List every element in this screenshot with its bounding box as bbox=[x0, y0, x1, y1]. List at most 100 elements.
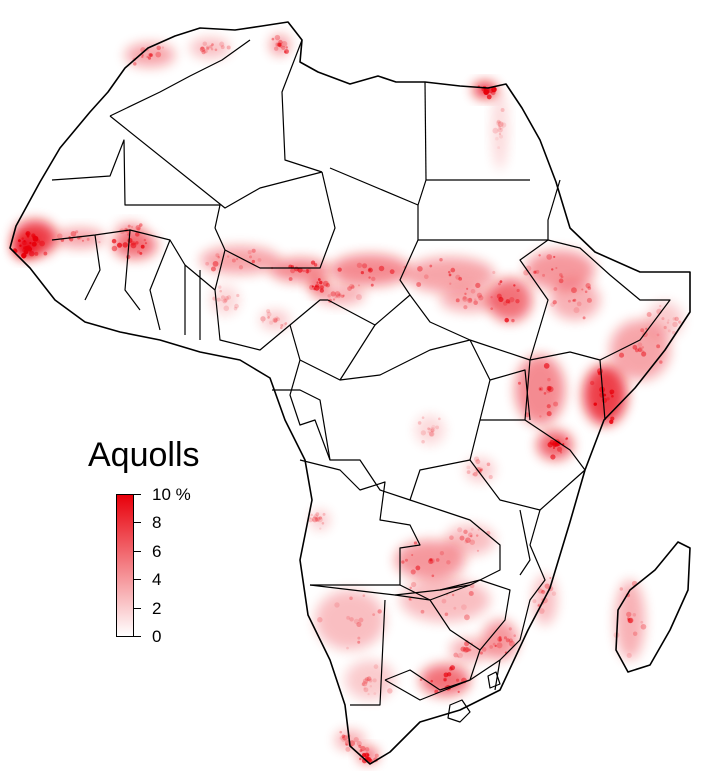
density-speck bbox=[541, 598, 544, 601]
density-speck bbox=[356, 262, 363, 268]
density-speck bbox=[334, 295, 338, 299]
density-speck bbox=[356, 741, 362, 747]
density-speck bbox=[663, 325, 667, 330]
density-speck bbox=[220, 299, 223, 302]
density-speck bbox=[429, 558, 433, 562]
density-speck bbox=[626, 652, 632, 659]
density-speck bbox=[513, 284, 516, 287]
density-speck bbox=[477, 528, 480, 531]
density-speck bbox=[641, 350, 645, 353]
density-speck bbox=[236, 293, 240, 298]
border-west-africa bbox=[51, 229, 216, 340]
density-speck bbox=[338, 293, 342, 297]
density-speck bbox=[484, 87, 491, 94]
density-speck bbox=[345, 743, 348, 746]
density-speck bbox=[627, 618, 631, 622]
density-speck bbox=[666, 321, 670, 324]
density-speck bbox=[357, 640, 361, 644]
density-speck bbox=[619, 587, 623, 591]
border-morocco-algeria bbox=[109, 39, 251, 117]
density-speck bbox=[409, 597, 413, 601]
density-speck bbox=[316, 281, 319, 284]
density-speck bbox=[361, 681, 368, 687]
density-speck bbox=[217, 255, 220, 259]
density-speck bbox=[275, 42, 280, 47]
density-speck bbox=[161, 46, 165, 49]
density-speck bbox=[349, 617, 354, 622]
density-speck bbox=[24, 245, 30, 251]
border-malawi bbox=[519, 509, 531, 576]
density-speck bbox=[462, 295, 467, 300]
density-patch bbox=[482, 620, 518, 660]
density-speck bbox=[149, 53, 154, 58]
density-speck bbox=[284, 322, 288, 325]
density-speck bbox=[272, 317, 278, 323]
density-speck bbox=[421, 416, 425, 419]
density-speck bbox=[492, 127, 499, 134]
density-patch bbox=[445, 525, 495, 555]
density-speck bbox=[572, 299, 575, 302]
density-speck bbox=[305, 269, 310, 274]
density-speck bbox=[417, 421, 422, 425]
density-patch bbox=[450, 638, 490, 662]
legend-color-bar bbox=[116, 494, 134, 637]
density-speck bbox=[546, 254, 553, 260]
density-speck bbox=[308, 517, 313, 523]
density-speck bbox=[626, 611, 632, 618]
density-speck bbox=[417, 266, 423, 272]
density-speck bbox=[322, 512, 326, 516]
density-patch bbox=[315, 590, 385, 650]
density-speck bbox=[435, 425, 440, 430]
density-speck bbox=[363, 687, 369, 693]
density-speck bbox=[584, 290, 588, 294]
density-speck bbox=[443, 677, 447, 682]
legend-tick-mark bbox=[134, 550, 141, 552]
density-speck bbox=[148, 53, 152, 57]
density-speck bbox=[261, 321, 264, 324]
density-speck bbox=[223, 305, 230, 312]
density-speck bbox=[551, 591, 557, 596]
density-speck bbox=[460, 646, 466, 652]
density-speck bbox=[447, 270, 451, 274]
density-speck bbox=[542, 273, 546, 277]
density-speck bbox=[458, 276, 463, 281]
density-speck bbox=[22, 256, 25, 259]
density-speck bbox=[489, 645, 493, 649]
density-speck bbox=[141, 54, 144, 57]
density-speck bbox=[34, 251, 39, 256]
density-speck bbox=[317, 278, 321, 281]
density-speck bbox=[219, 41, 225, 47]
density-speck bbox=[552, 300, 557, 305]
density-speck bbox=[449, 665, 456, 671]
density-speck bbox=[276, 317, 281, 322]
density-speck bbox=[494, 644, 497, 647]
density-speck bbox=[540, 589, 546, 595]
density-speck bbox=[659, 360, 663, 364]
density-speck bbox=[211, 43, 214, 46]
border-namibia-botswana bbox=[309, 584, 471, 706]
density-speck bbox=[474, 298, 477, 301]
density-speck bbox=[212, 260, 219, 267]
density-speck bbox=[543, 363, 550, 369]
density-speck bbox=[309, 516, 312, 519]
density-speck bbox=[457, 690, 460, 693]
density-speck bbox=[353, 736, 359, 743]
density-speck bbox=[472, 473, 475, 476]
density-speck bbox=[469, 645, 472, 648]
density-speck bbox=[435, 558, 440, 562]
density-patch bbox=[395, 540, 465, 580]
density-speck bbox=[357, 284, 361, 287]
density-speck bbox=[135, 225, 141, 231]
density-speck bbox=[364, 747, 370, 752]
density-speck bbox=[430, 679, 433, 683]
density-speck bbox=[359, 757, 362, 761]
density-speck bbox=[543, 392, 547, 395]
density-speck bbox=[465, 647, 471, 653]
density-speck bbox=[451, 593, 455, 597]
density-speck bbox=[641, 351, 647, 357]
density-speck bbox=[476, 292, 482, 298]
density-speck bbox=[341, 737, 346, 742]
density-speck bbox=[75, 230, 79, 234]
density-speck bbox=[340, 294, 345, 298]
density-speck bbox=[358, 617, 364, 623]
